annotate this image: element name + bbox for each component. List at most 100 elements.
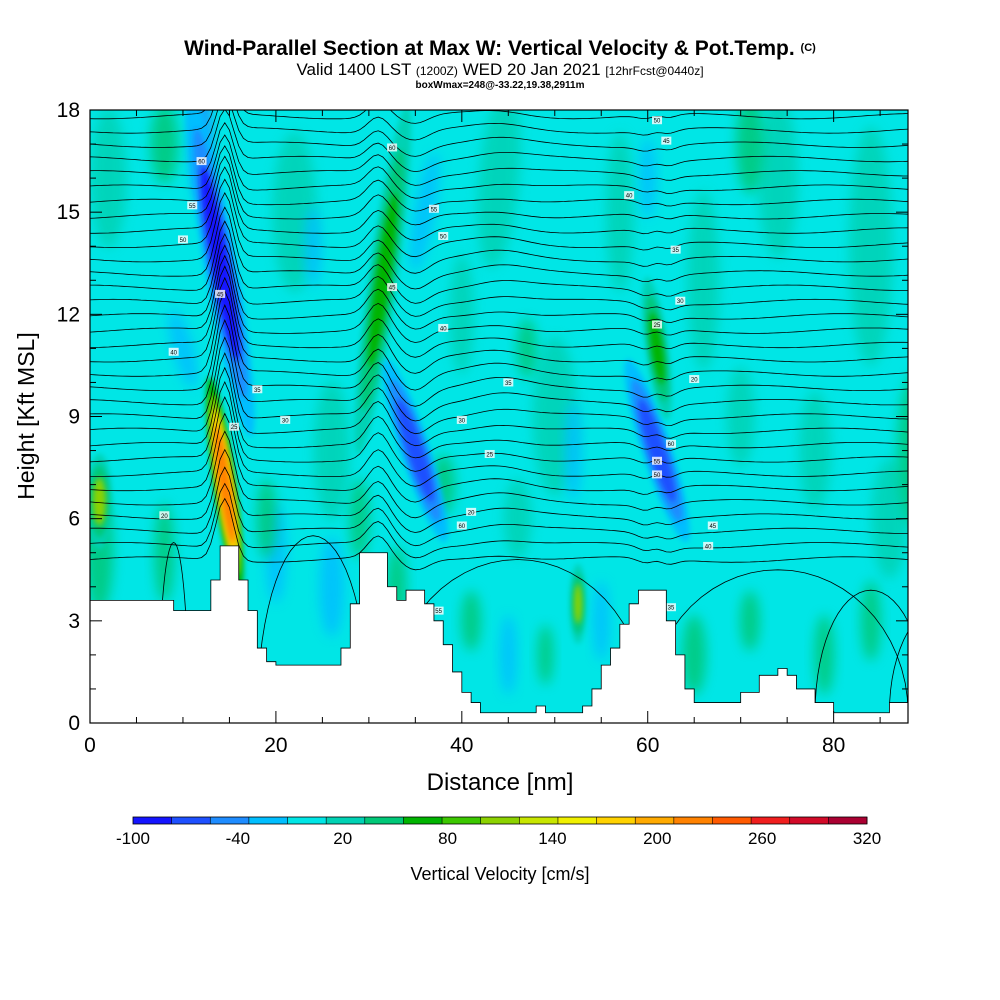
isentrope-line: [90, 166, 908, 241]
x-axis-label: Distance [nm]: [427, 769, 574, 796]
field-streak: [168, 309, 198, 388]
isentrope-line: [90, 276, 908, 374]
isentrope-label: 60: [665, 439, 676, 448]
isentrope-label-bg: [675, 296, 686, 305]
chart-title: Wind-Parallel Section at Max W: Vertical…: [184, 37, 816, 60]
colorbar-label: Vertical Velocity [cm/s]: [410, 864, 589, 884]
field-streak: [503, 478, 532, 559]
isentrope-line: [90, 319, 908, 422]
field-streak: [500, 614, 517, 695]
isentrope-label-text: 45: [389, 286, 396, 292]
isentrope-label-text: 35: [668, 606, 675, 612]
isentrope-label: 45: [387, 283, 398, 292]
isentrope-label: 50: [438, 232, 449, 241]
field-streak: [860, 580, 881, 661]
colorbar-swatch: [442, 817, 482, 824]
isentrope-label-text: 25: [654, 323, 661, 329]
colorbar-swatch: [326, 817, 366, 824]
colorbar-tick-label: 140: [538, 829, 566, 848]
field-streak: [319, 536, 344, 637]
isentrope-label: 50: [652, 116, 663, 125]
isentrope-label: 60: [196, 157, 207, 166]
colorbar-swatch: [171, 817, 211, 824]
plot-area: 60 55 50 45 40 35 30 25 20 60 55 50 45 40 35 30 25 20 60 55…: [90, 110, 908, 723]
colorbar-swatch: [828, 817, 868, 824]
isentrope-label-text: 45: [709, 524, 716, 530]
isentrope-label-text: 35: [254, 388, 261, 394]
terrain: [90, 545, 908, 723]
isentrope-label: 40: [168, 347, 179, 356]
isentrope-label: 25: [229, 422, 240, 431]
isentrope-label-bg: [252, 385, 263, 394]
colorbar: -100 -40 20 80 140 200 260 320: [116, 816, 881, 848]
field-streak: [726, 366, 755, 467]
isentrope-line: [90, 110, 908, 124]
colorbar-frame: [132, 816, 868, 825]
isentrope-line: [90, 206, 908, 290]
isentrope-label-bg: [652, 320, 663, 329]
isentrope-line: [90, 134, 908, 199]
isentrope-label-bg: [168, 347, 179, 356]
field-streak: [461, 590, 482, 651]
isentrope-label: 55: [428, 204, 439, 213]
isentrope-label-bg: [707, 521, 718, 530]
isentrope-label: 60: [387, 143, 398, 152]
field-streak: [735, 110, 764, 195]
isentrope-line: [90, 352, 908, 447]
isentrope-label-text: 50: [654, 119, 661, 125]
y-tick-label: 0: [68, 712, 80, 735]
isentrope-line: [90, 178, 908, 258]
colorbar-tick-label: -100: [116, 829, 150, 848]
isentrope-line: [90, 366, 908, 459]
isentrope-label: 45: [707, 521, 718, 530]
isentrope-label-text: 45: [217, 292, 224, 298]
isentrope-label-bg: [661, 136, 672, 145]
colorbar-swatch: [635, 817, 675, 824]
isentrope-label-text: 45: [663, 139, 670, 145]
isentrope-label-text: 50: [180, 238, 187, 244]
field-streak: [154, 502, 175, 603]
isentrope-label-bg: [703, 541, 714, 550]
isentrope-label-text: 55: [189, 204, 196, 210]
x-tick-label: 20: [264, 734, 287, 757]
field-streak: [739, 590, 760, 651]
y-axis-label: Height [Kft MSL]: [13, 332, 39, 499]
isentrope-label-bg: [215, 289, 226, 298]
isentrope-line: [90, 381, 908, 472]
field-streak: [449, 254, 474, 375]
colorbar-swatch: [751, 817, 791, 824]
isentrope-label-text: 20: [468, 510, 475, 516]
colorbar-swatch: [133, 817, 173, 824]
field-streak: [605, 132, 634, 293]
isentrope-line: [90, 254, 908, 343]
isentrope-label-text: 20: [691, 378, 698, 384]
field-streak: [799, 390, 832, 511]
isentrope-label-text: 60: [668, 442, 675, 448]
field-streak: [313, 380, 350, 521]
isentrope-label-text: 55: [654, 459, 661, 465]
isentrope-label: 35: [503, 378, 514, 387]
isentrope-label: 50: [177, 235, 188, 244]
chart-subtitle: Valid 1400 LST (1200Z) WED 20 Jan 2021 […: [296, 60, 704, 79]
isentrope-label: 55: [187, 201, 198, 210]
isentrope-label: 40: [703, 541, 714, 550]
velocity-feature-downdraft: [200, 165, 240, 361]
field-streak: [410, 153, 439, 272]
isentrope-line: [90, 289, 908, 391]
colorbar-tick-label: 260: [748, 829, 776, 848]
isentrope-label-text: 30: [458, 418, 465, 424]
isentrope-line: [90, 192, 908, 274]
isentrope-label: 60: [456, 521, 467, 530]
isentrope-label-bg: [665, 603, 676, 612]
isentrope-label-bg: [503, 378, 514, 387]
colorbar-swatch: [519, 817, 559, 824]
isentrope-label-text: 35: [672, 248, 679, 254]
isentropes: [90, 110, 908, 713]
colorbar-swatch: [712, 817, 752, 824]
isentrope-label: 30: [456, 415, 467, 424]
colorbar-tick-label: -40: [226, 829, 251, 848]
isentrope-label: 45: [661, 136, 672, 145]
isentrope-line: [90, 233, 908, 317]
axes: 0 20 40 60 80 0 3 6 9 12 15 18: [57, 99, 908, 757]
